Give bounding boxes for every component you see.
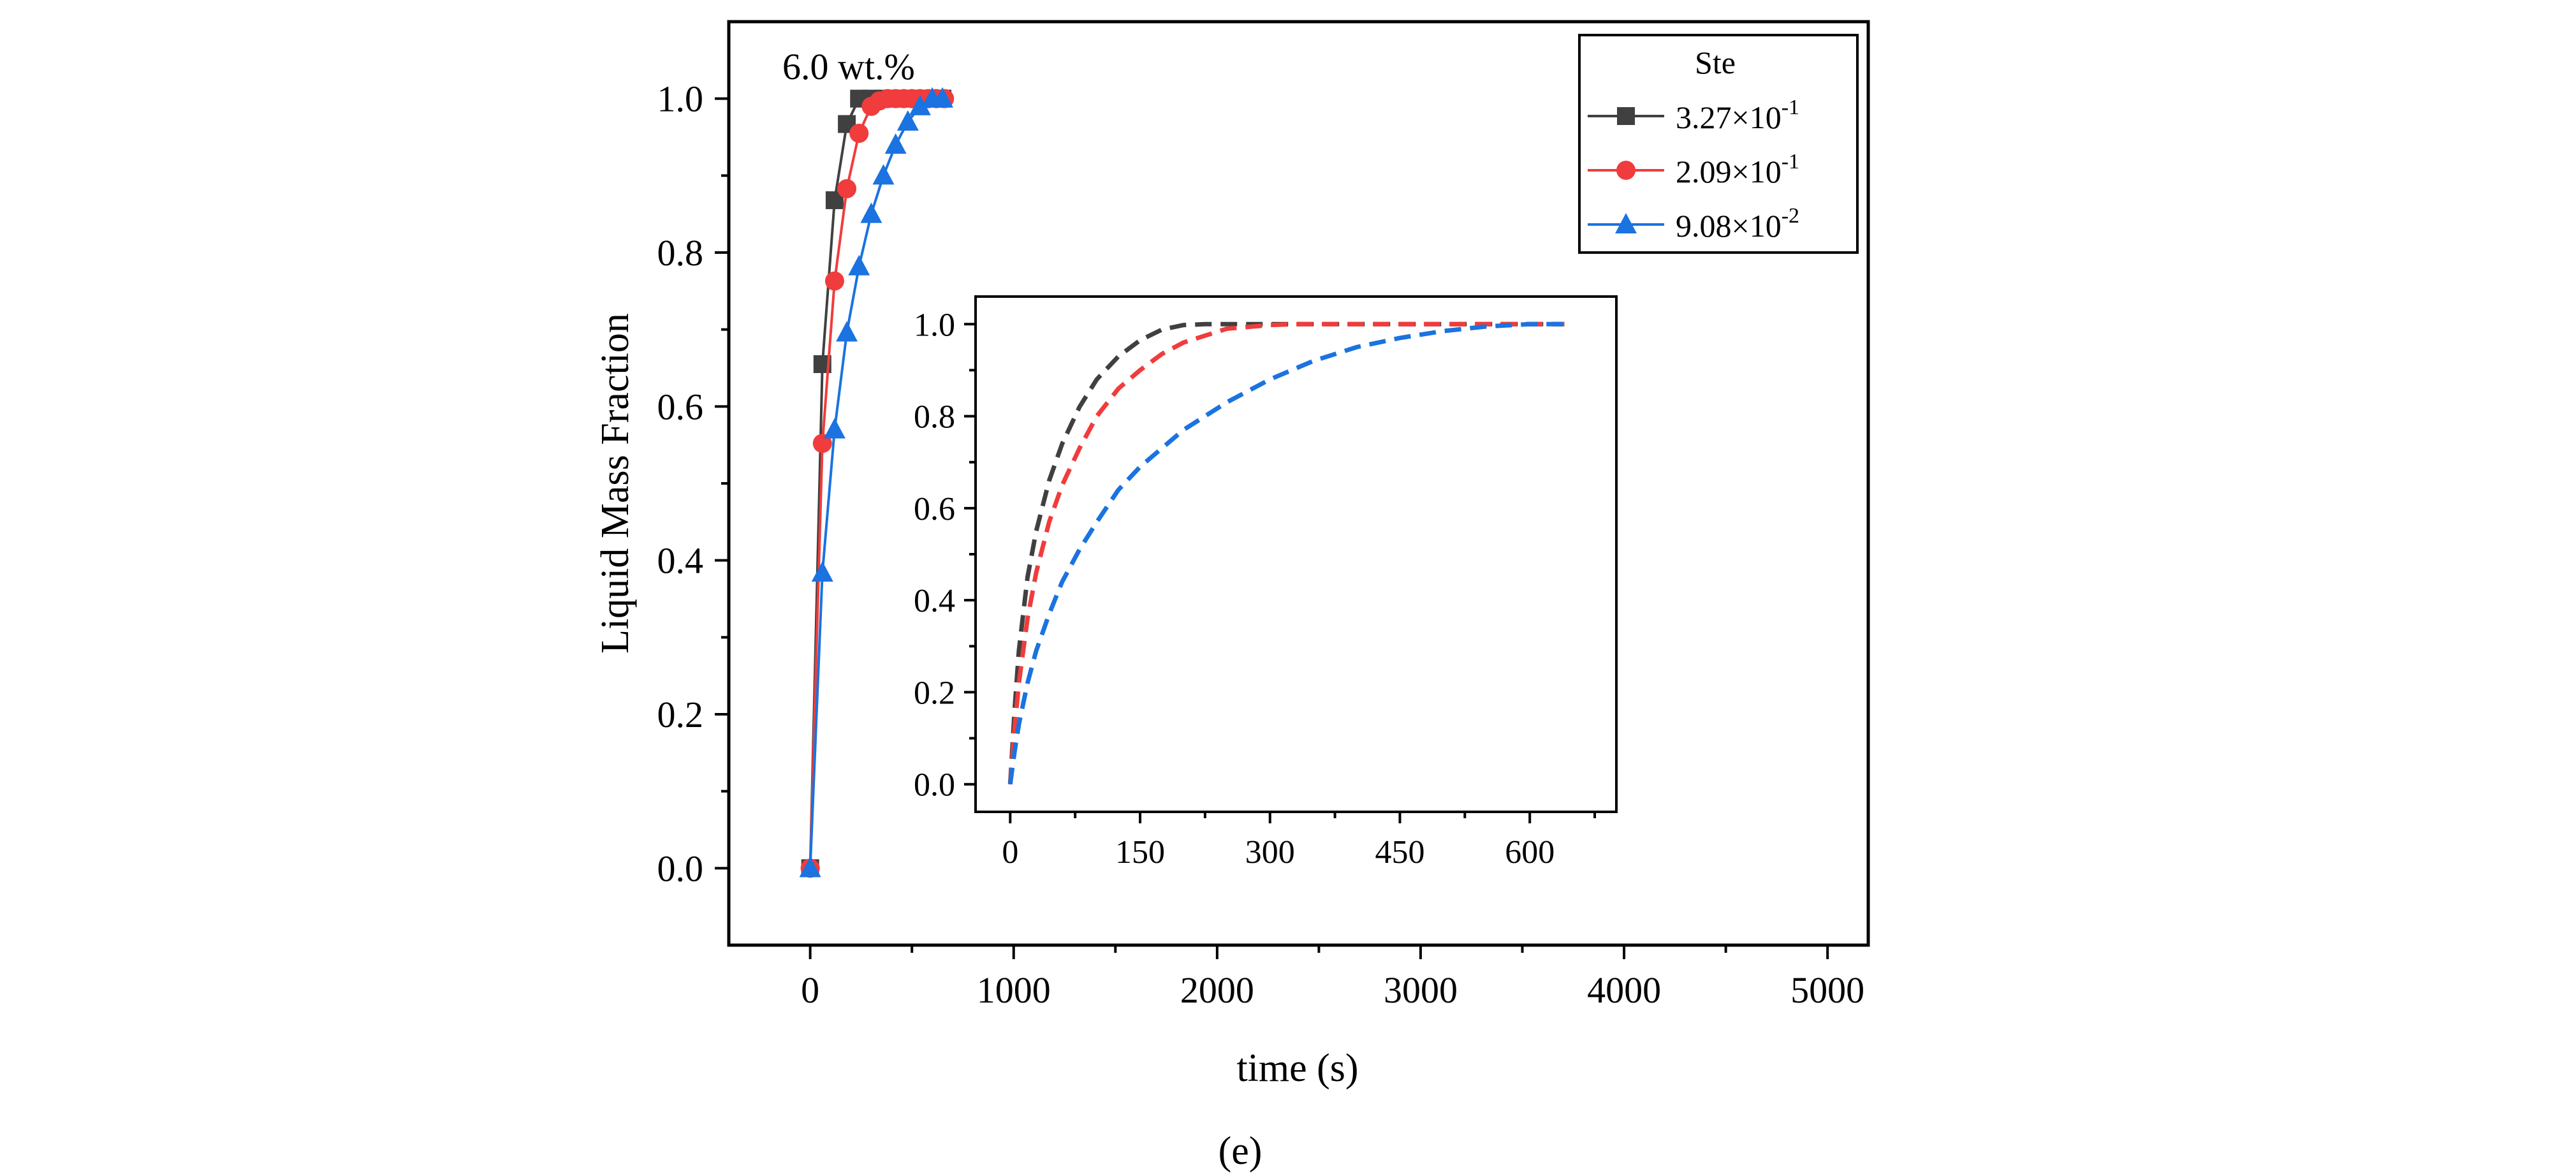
data-point [848, 254, 870, 276]
inset-series [1007, 321, 1565, 785]
inset-y-tick-label: 0.6 [914, 491, 955, 527]
legend: Ste 3.27×10-12.09×10-19.08×10-2 [1578, 34, 1859, 254]
data-point [849, 123, 869, 143]
legend-marker [1617, 107, 1635, 125]
data-point [799, 856, 821, 878]
figure-label: (e) [1218, 1129, 1262, 1173]
data-point [824, 271, 844, 291]
data-point [812, 434, 832, 453]
y-tick-label: 0.2 [657, 694, 704, 735]
legend-entries: 3.27×10-12.09×10-19.08×10-2 [1588, 96, 1799, 244]
x-tick-label: 3000 [1384, 969, 1458, 1011]
inset-x-tick-label: 600 [1505, 834, 1555, 871]
legend-label-exponent: -1 [1782, 150, 1799, 173]
data-point [837, 179, 857, 198]
legend-entry: 2.09×10-1 [1588, 150, 1799, 189]
y-tick-label: 0.6 [657, 386, 704, 427]
data-point [823, 418, 845, 439]
data-point [932, 87, 954, 108]
legend-label-exponent: -2 [1782, 204, 1799, 228]
main-annotation: 6.0 wt.% [782, 46, 915, 87]
main-plot: 0 1000 2000 3000 4000 5000 0.00.20.40.60.81.0… [594, 20, 1870, 1090]
y-tick-label: 0.4 [657, 540, 704, 582]
main-series [799, 87, 955, 878]
main-y-axis: 0.0 0.2 0.4 0.6 0.8 1.0 [657, 78, 729, 889]
legend-label-base: 9.08×10 [1676, 208, 1782, 244]
legend-label-base: 3.27×10 [1676, 99, 1782, 135]
data-point [884, 133, 907, 154]
legend-label: 2.09×10-1 [1676, 150, 1799, 189]
x-tick-label: 0 [801, 969, 819, 1011]
inset-y-tick-label: 0.2 [914, 675, 955, 711]
legend-entry: 9.08×10-2 [1588, 204, 1799, 244]
legend-marker [1615, 213, 1637, 233]
x-tick-label: 4000 [1587, 969, 1661, 1011]
data-point [860, 202, 882, 223]
inset-series-3 [1007, 321, 1565, 785]
y-tick-label: 0.8 [657, 232, 704, 274]
y-tick-label: 1.0 [657, 78, 704, 120]
y-axis-label: Liquid Mass Fraction [594, 313, 637, 654]
x-tick-label: 1000 [977, 969, 1051, 1011]
data-point [909, 94, 931, 115]
x-tick-label: 2000 [1180, 969, 1254, 1011]
data-point [896, 110, 919, 131]
series-3 [799, 87, 954, 878]
data-point [872, 164, 895, 185]
legend-label: 9.08×10-2 [1676, 204, 1799, 244]
y-tick-label: 0.0 [657, 848, 704, 889]
inset-x-tick-label: 150 [1115, 834, 1165, 871]
x-axis-label: time (s) [1236, 1047, 1358, 1090]
inset-y-axis: 0.0 0.2 0.4 0.6 0.8 1.0 [914, 307, 976, 804]
main-x-axis: 0 1000 2000 3000 4000 5000 [801, 945, 1864, 1011]
legend-marker [1616, 161, 1636, 180]
data-point [811, 561, 833, 582]
x-tick-label: 5000 [1790, 969, 1864, 1011]
inset-x-tick-label: 450 [1375, 834, 1424, 871]
legend-label: 3.27×10-1 [1676, 96, 1799, 135]
inset-y-tick-label: 1.0 [914, 307, 955, 343]
legend-label-exponent: -1 [1782, 96, 1799, 119]
inset-y-tick-label: 0.0 [914, 767, 955, 804]
legend-title: Ste [1695, 45, 1736, 80]
inset-y-tick-label: 0.8 [914, 399, 955, 436]
legend-label-base: 2.09×10 [1676, 154, 1782, 189]
inset-plot-frame [974, 295, 1618, 813]
inset-plot: 0 150 300 450 600 0.0 0.2 0.4 0.6 0.8 1.0 [914, 295, 1618, 871]
data-point [836, 321, 858, 342]
inset-x-tick-label: 300 [1245, 834, 1295, 871]
inset-x-tick-label: 0 [1002, 834, 1018, 871]
inset-series-1 [1007, 321, 1565, 784]
legend-entry: 3.27×10-1 [1588, 96, 1799, 135]
inset-x-axis: 0 150 300 450 600 [1002, 812, 1597, 871]
inset-y-tick-label: 0.4 [914, 583, 955, 619]
